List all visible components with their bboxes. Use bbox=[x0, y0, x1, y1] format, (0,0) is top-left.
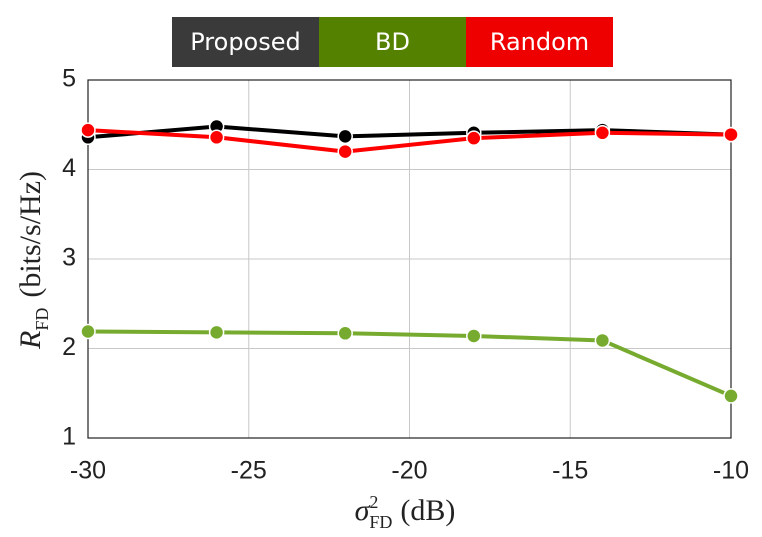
series-line bbox=[87, 329, 732, 398]
y-axis-label: RFD (bits/s/Hz) bbox=[14, 171, 52, 350]
series-line bbox=[87, 124, 732, 140]
y-tick-label: 5 bbox=[62, 65, 76, 93]
x-label-unit: (dB) bbox=[400, 494, 455, 527]
y-label-unit: (bits/s/Hz) bbox=[14, 171, 47, 298]
x-tick-label: -30 bbox=[70, 457, 106, 485]
data-point bbox=[723, 388, 739, 404]
x-tick-label: -25 bbox=[231, 457, 267, 485]
y-tick-label: 1 bbox=[62, 423, 76, 451]
data-point bbox=[337, 128, 353, 145]
x-label-sub: FD bbox=[369, 512, 392, 532]
data-point bbox=[80, 323, 96, 340]
legend-label: BD bbox=[375, 28, 410, 56]
y-tick-label: 4 bbox=[62, 154, 76, 182]
y-tick-label: 3 bbox=[62, 244, 76, 272]
y-label-symbol: R bbox=[14, 331, 47, 350]
x-axis-label: σ2 FD (dB) bbox=[355, 492, 456, 532]
legend-label: Random bbox=[490, 28, 589, 56]
y-label-sub: FD bbox=[32, 308, 52, 331]
data-point bbox=[466, 130, 482, 146]
data-point bbox=[337, 325, 353, 342]
data-point bbox=[594, 125, 611, 141]
legend-swatch bbox=[172, 17, 319, 67]
x-tick-label: -20 bbox=[391, 457, 427, 485]
x-label-symbol: σ bbox=[355, 494, 371, 527]
data-point bbox=[594, 332, 611, 349]
x-tick-label: -15 bbox=[552, 457, 588, 485]
data-point bbox=[337, 143, 353, 160]
data-point bbox=[208, 324, 225, 341]
data-point bbox=[208, 129, 225, 146]
legend-swatch bbox=[319, 17, 466, 67]
legend-label: Proposed bbox=[190, 28, 301, 56]
data-point bbox=[80, 122, 96, 138]
data-point bbox=[466, 328, 482, 344]
data-point bbox=[723, 126, 739, 143]
legend-swatch bbox=[466, 17, 613, 67]
x-label-sup: 2 bbox=[369, 492, 378, 512]
x-tick-label: -10 bbox=[713, 457, 749, 485]
series-line bbox=[87, 128, 732, 154]
y-tick-label: 2 bbox=[62, 333, 76, 361]
plot-frame bbox=[87, 79, 732, 439]
